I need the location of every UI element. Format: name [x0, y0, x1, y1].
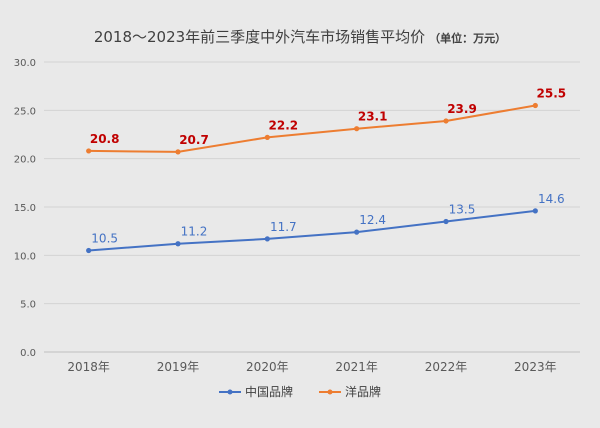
data-point-china	[354, 229, 360, 235]
data-label-china: 10.5	[91, 232, 118, 246]
y-tick-label: 25.0	[14, 106, 36, 117]
series-line-china	[88, 209, 536, 252]
legend-label-china: 中国品牌	[244, 385, 293, 399]
y-tick-label: 0.0	[20, 348, 36, 359]
chart-title: 2018～2023年前三季度中外汽车市场销售平均价 （单位：万元）	[0, 26, 600, 47]
data-point-foreign	[264, 134, 270, 140]
x-tick-label: 2023年	[514, 360, 557, 374]
data-label-china: 13.5	[449, 203, 476, 217]
data-label-foreign: 20.7	[179, 133, 209, 147]
x-tick-label: 2020年	[246, 360, 289, 374]
data-point-foreign	[175, 149, 181, 155]
x-tick-label: 2021年	[335, 360, 378, 374]
data-label-foreign: 22.2	[269, 118, 299, 132]
data-point-foreign	[532, 102, 538, 109]
data-point-china	[175, 241, 181, 247]
data-label-foreign: 23.9	[447, 102, 477, 116]
data-label-china: 11.2	[181, 225, 208, 239]
y-tick-label: 30.0	[14, 58, 36, 69]
legend-line-china-icon	[218, 389, 241, 394]
y-tick-label: 20.0	[14, 155, 36, 166]
y-tick-label: 15.0	[14, 203, 36, 214]
legend-item-china: 中国品牌	[218, 383, 293, 400]
y-tick-label: 10.0	[14, 251, 36, 262]
data-label-foreign: 25.5	[537, 87, 567, 101]
data-point-china	[86, 247, 92, 254]
legend-item-foreign: 洋品牌	[319, 383, 381, 400]
y-tick-label: 5.0	[20, 300, 36, 311]
data-point-china	[443, 218, 449, 225]
data-point-china	[264, 236, 270, 242]
data-point-foreign	[354, 126, 360, 132]
legend: 中国品牌 洋品牌	[0, 383, 600, 400]
x-tick-label: 2018年	[67, 360, 110, 374]
data-label-foreign: 23.1	[358, 110, 388, 124]
data-point-china	[532, 208, 538, 214]
chart-title-main: 2018～2023年前三季度中外汽车市场销售平均价	[93, 28, 426, 46]
x-tick-label: 2022年	[425, 360, 468, 374]
series-line-foreign	[88, 104, 536, 153]
legend-label-foreign: 洋品牌	[345, 385, 382, 399]
x-tick-label: 2019年	[157, 360, 200, 374]
data-point-foreign	[86, 148, 92, 154]
legend-line-foreign-icon	[319, 389, 341, 394]
data-label-china: 14.6	[538, 192, 565, 206]
chart-title-unit: （单位：万元）	[429, 32, 507, 45]
data-label-china: 11.7	[270, 220, 297, 234]
data-label-foreign: 20.8	[90, 132, 120, 146]
data-point-foreign	[443, 118, 449, 124]
data-label-china: 12.4	[359, 213, 386, 227]
